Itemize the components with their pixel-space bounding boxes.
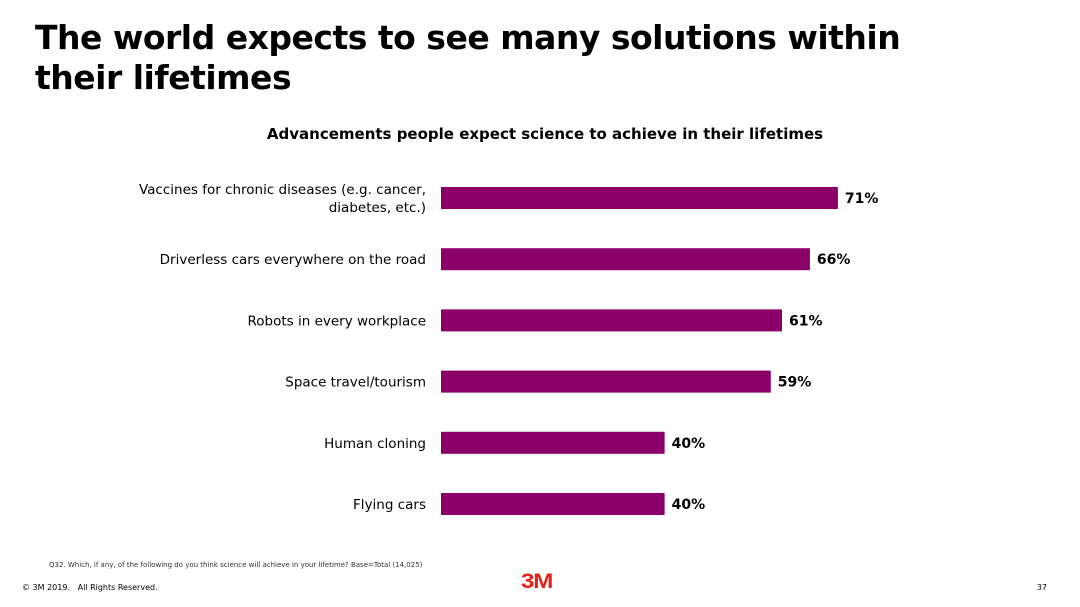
bar-value-label-0: 71% [845, 191, 879, 207]
bar-1 [441, 248, 810, 271]
category-label-5: Flying cars [353, 497, 426, 513]
bar-value-label-2: 61% [789, 313, 823, 329]
bar-value-label-5: 40% [672, 497, 706, 513]
copyright-notice: © 3M 2019. All Rights Reserved. [22, 583, 158, 592]
3m-logo: 3M [521, 570, 553, 593]
category-label-line: Robots in every workplace [248, 313, 427, 329]
category-label-line: Vaccines for chronic diseases (e.g. canc… [139, 182, 426, 198]
bar-0 [441, 187, 838, 209]
survey-footnote: Q32. Which, if any, of the following do … [49, 561, 423, 569]
bar-value-label-1: 66% [817, 252, 851, 268]
slide-title: The world expects to see many solutions … [35, 18, 901, 97]
bar-value-label-3: 59% [778, 375, 812, 391]
category-label-0: Vaccines for chronic diseases (e.g. canc… [139, 182, 426, 216]
category-label-line: Driverless cars everywhere on the road [160, 252, 426, 268]
category-label-1: Driverless cars everywhere on the road [160, 252, 426, 268]
chart-title: Advancements people expect science to ac… [266, 125, 824, 143]
category-label-2: Robots in every workplace [248, 313, 427, 329]
category-label-4: Human cloning [324, 436, 426, 452]
category-label-line: Flying cars [353, 497, 426, 513]
category-label-line: Human cloning [324, 436, 426, 452]
category-label-3: Space travel/tourism [285, 375, 426, 391]
bar-5 [441, 493, 665, 515]
category-label-line: Space travel/tourism [285, 375, 426, 391]
page-number: 37 [1036, 583, 1047, 592]
bar-value-label-4: 40% [672, 436, 706, 452]
bar-4 [441, 431, 665, 454]
category-label-line: diabetes, etc.) [329, 200, 426, 216]
bar-2 [441, 309, 782, 332]
bar-3 [441, 370, 771, 393]
